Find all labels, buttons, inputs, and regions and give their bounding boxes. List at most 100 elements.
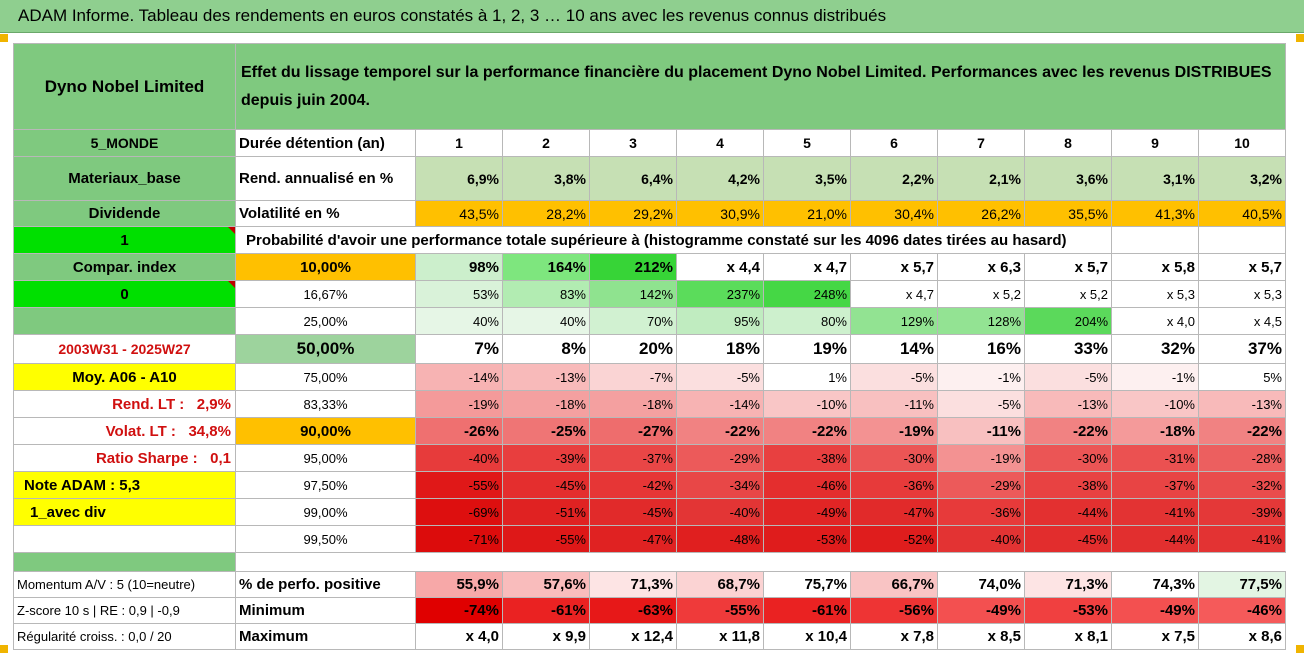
prob-cell: -41% — [1111, 498, 1199, 526]
prob-cell: x 5,2 — [937, 280, 1025, 308]
prob-cell: -25% — [502, 417, 590, 445]
prob-cell: -30% — [1024, 444, 1112, 472]
year-header: 5 — [763, 129, 851, 157]
prob-cell: -55% — [415, 471, 503, 499]
minimum-cell: -56% — [850, 597, 938, 624]
prob-cell: x 5,3 — [1198, 280, 1286, 308]
prob-cell: 14% — [850, 334, 938, 364]
prob-cell: -32% — [1198, 471, 1286, 499]
pct-pos-label: % de perfo. positive — [235, 571, 416, 598]
prob-cell: -13% — [1024, 390, 1112, 418]
prob-cell: -18% — [502, 390, 590, 418]
maximum-label: Maximum — [235, 623, 416, 650]
prob-cell: 37% — [1198, 334, 1286, 364]
corner-marker — [0, 645, 8, 653]
volat-lt: Volat. LT : 34,8% — [13, 417, 236, 445]
prob-percentile: 83,33% — [235, 390, 416, 418]
sector-label: Materiaux_base — [13, 156, 236, 201]
rend-lt-label: Rend. LT : — [112, 395, 185, 413]
prob-cell: -29% — [937, 471, 1025, 499]
title-bar: ADAM Informe. Tableau des rendements en … — [0, 0, 1304, 33]
maximum-cell: x 10,4 — [763, 623, 851, 650]
prob-cell: 19% — [763, 334, 851, 364]
rend-cell: 6,4% — [589, 156, 677, 201]
prob-cell: x 5,7 — [1024, 253, 1112, 281]
duration-label: Durée détention (an) — [235, 129, 416, 157]
prob-cell: -1% — [937, 363, 1025, 391]
prob-cell: 7% — [415, 334, 503, 364]
prob-cell: -1% — [1111, 363, 1199, 391]
prob-percentile: 95,00% — [235, 444, 416, 472]
prob-cell: -7% — [589, 363, 677, 391]
corner-marker — [0, 34, 8, 42]
dividend-label: Dividende — [13, 200, 236, 227]
year-header: 4 — [676, 129, 764, 157]
prob-cell: -5% — [850, 363, 938, 391]
maximum-cell: x 7,5 — [1111, 623, 1199, 650]
prob-cell: 8% — [502, 334, 590, 364]
prob-cell: -38% — [1024, 471, 1112, 499]
prob-cell: -71% — [415, 525, 503, 553]
prob-cell: 212% — [589, 253, 677, 281]
prob-cell: 204% — [1024, 307, 1112, 335]
prob-cell: 33% — [1024, 334, 1112, 364]
empty-cell — [1111, 226, 1199, 254]
prob-cell: -22% — [763, 417, 851, 445]
prob-cell: 70% — [589, 307, 677, 335]
maximum-cell: x 7,8 — [850, 623, 938, 650]
prob-cell: -10% — [1111, 390, 1199, 418]
prob-cell: 80% — [763, 307, 851, 335]
minimum-cell: -74% — [415, 597, 503, 624]
prob-cell: -19% — [850, 417, 938, 445]
prob-cell: x 4,5 — [1198, 307, 1286, 335]
rend-cell: 4,2% — [676, 156, 764, 201]
prob-cell: x 5,2 — [1024, 280, 1112, 308]
prob-cell: x 6,3 — [937, 253, 1025, 281]
prob-cell: x 5,7 — [1198, 253, 1286, 281]
prob-cell: -55% — [502, 525, 590, 553]
prob-cell: 129% — [850, 307, 938, 335]
prob-percentile: 25,00% — [235, 307, 416, 335]
prob-percentile: 10,00% — [235, 253, 416, 281]
prob-cell: 40% — [415, 307, 503, 335]
prob-cell: -40% — [937, 525, 1025, 553]
prob-cell: 32% — [1111, 334, 1199, 364]
maximum-cell: x 9,9 — [502, 623, 590, 650]
prob-cell: -45% — [502, 471, 590, 499]
prob-cell: x 5,7 — [850, 253, 938, 281]
prob-cell: -42% — [589, 471, 677, 499]
vol-cell: 30,9% — [676, 200, 764, 227]
pct-pos-cell: 68,7% — [676, 571, 764, 598]
pct-pos-cell: 74,3% — [1111, 571, 1199, 598]
prob-cell: -53% — [763, 525, 851, 553]
prob-cell: -11% — [937, 417, 1025, 445]
prob-percentile: 50,00% — [235, 334, 416, 364]
prob-cell: -18% — [589, 390, 677, 418]
compar-index-value: 0 — [13, 280, 236, 308]
maximum-cell: x 8,6 — [1198, 623, 1286, 650]
vol-cell: 28,2% — [502, 200, 590, 227]
prob-cell: -27% — [589, 417, 677, 445]
minimum-cell: -49% — [937, 597, 1025, 624]
prob-cell: -5% — [1024, 363, 1112, 391]
prob-cell: -29% — [676, 444, 764, 472]
pct-pos-cell: 66,7% — [850, 571, 938, 598]
prob-cell: -44% — [1024, 498, 1112, 526]
pct-pos-cell: 75,7% — [763, 571, 851, 598]
prob-percentile: 75,00% — [235, 363, 416, 391]
minimum-cell: -53% — [1024, 597, 1112, 624]
rend-cell: 3,8% — [502, 156, 590, 201]
prob-cell: 1% — [763, 363, 851, 391]
rend-cell: 3,6% — [1024, 156, 1112, 201]
minimum-cell: -61% — [502, 597, 590, 624]
minimum-cell: -63% — [589, 597, 677, 624]
prob-cell: -36% — [850, 471, 938, 499]
period-label: 2003W31 - 2025W27 — [13, 334, 236, 364]
prob-cell: -46% — [763, 471, 851, 499]
year-header: 9 — [1111, 129, 1199, 157]
prob-cell: -5% — [676, 363, 764, 391]
rend-label: Rend. annualisé en % — [235, 156, 416, 201]
prob-cell: 53% — [415, 280, 503, 308]
prob-cell: -51% — [502, 498, 590, 526]
vol-cell: 35,5% — [1024, 200, 1112, 227]
